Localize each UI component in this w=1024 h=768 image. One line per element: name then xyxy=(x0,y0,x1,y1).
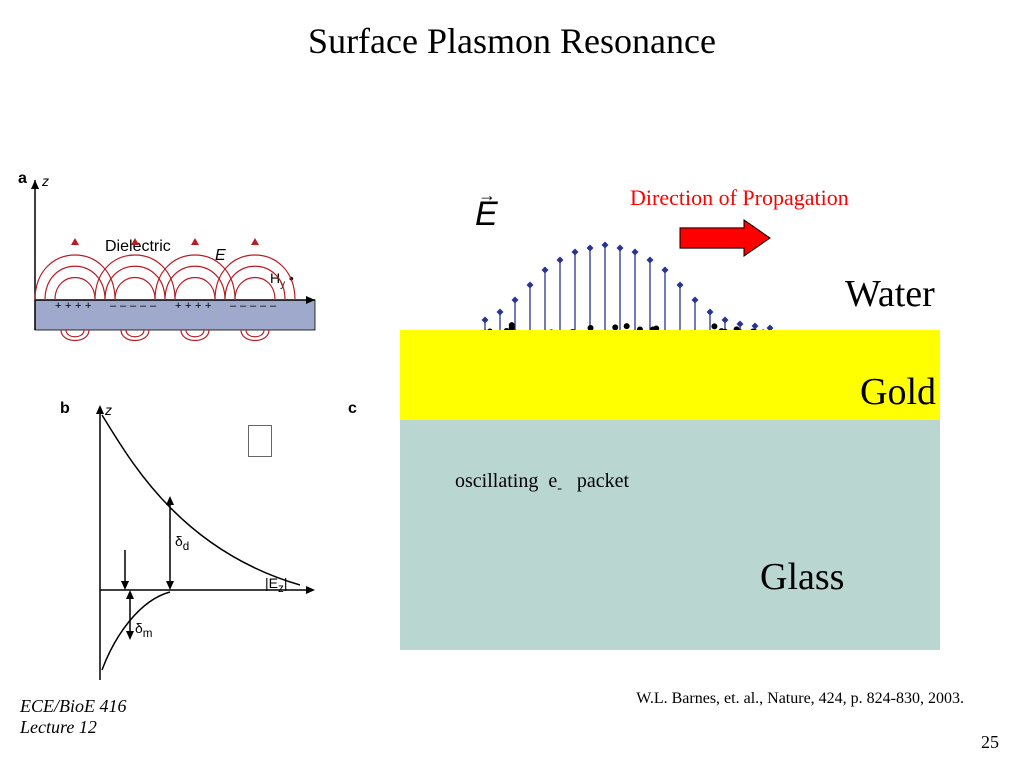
svg-text:+: + xyxy=(175,300,181,312)
svg-text:–: – xyxy=(230,300,237,312)
svg-text:+: + xyxy=(205,300,211,312)
water-label: Water xyxy=(845,272,935,316)
slide-title: Surface Plasmon Resonance xyxy=(0,20,1024,62)
svg-text:–: – xyxy=(120,300,127,312)
svg-text:–: – xyxy=(140,300,147,312)
svg-text:+: + xyxy=(55,300,61,312)
course-footer: ECE/BioE 416Lecture 12 xyxy=(20,696,127,738)
svg-text:–: – xyxy=(240,300,247,312)
gold-layer xyxy=(400,330,940,420)
svg-text:+: + xyxy=(75,300,81,312)
oscillating-packet-label: oscillating e- packet xyxy=(455,470,629,497)
citation-footer: W.L. Barnes, et. al., Nature, 424, p. 82… xyxy=(636,690,964,708)
svg-text:+: + xyxy=(85,300,91,312)
panel-a: a z x Dielectric E Hy • ++++–––––++++–––… xyxy=(20,175,325,395)
svg-text:–: – xyxy=(150,300,157,312)
svg-text:–: – xyxy=(270,300,277,312)
glass-label: Glass xyxy=(760,555,844,599)
svg-text:–: – xyxy=(260,300,267,312)
svg-text:–: – xyxy=(130,300,137,312)
page-number: 25 xyxy=(981,732,999,753)
svg-text:+: + xyxy=(195,300,201,312)
glass-layer xyxy=(400,420,940,650)
panel-b-svg xyxy=(60,400,360,690)
svg-text:–: – xyxy=(110,300,117,312)
svg-text:+: + xyxy=(65,300,71,312)
panel-a-svg: ++++–––––++++––––– xyxy=(20,175,325,375)
svg-text:+: + xyxy=(185,300,191,312)
svg-text:–: – xyxy=(250,300,257,312)
gold-label: Gold xyxy=(860,370,936,414)
panel-b: b c z |Ez| δd δm xyxy=(60,400,370,690)
